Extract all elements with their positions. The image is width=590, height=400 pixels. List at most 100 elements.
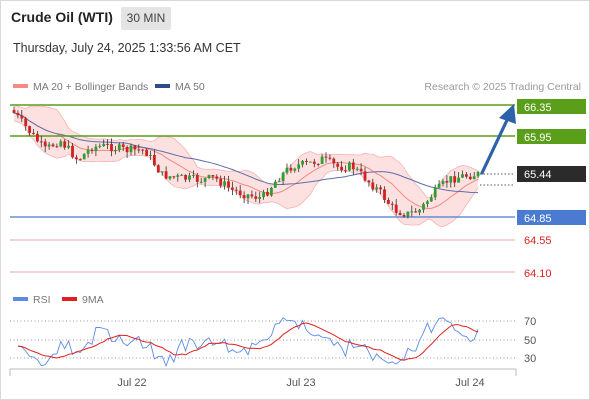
candle-body — [160, 171, 164, 173]
ma20-legend-swatch — [13, 84, 28, 88]
candle-body — [133, 145, 137, 150]
candle-body — [258, 197, 262, 199]
chart-legend: MA 20 + Bollinger Bands MA 50 Research ©… — [13, 81, 581, 93]
candle-body — [114, 149, 117, 152]
candle-body — [227, 181, 230, 188]
candle-body — [242, 195, 246, 199]
price-axis: 66.35 65.95 65.44 64.85 64.55 64.10 — [517, 99, 586, 280]
level-label-65-95: 65.95 — [524, 132, 552, 144]
candle-body — [449, 176, 453, 183]
candle-body — [312, 161, 316, 164]
interval-badge[interactable]: 30 MIN — [121, 7, 171, 30]
candle-body — [195, 174, 199, 182]
candle-body — [28, 126, 31, 133]
candle-body — [270, 187, 273, 196]
current-price-tag — [517, 166, 586, 182]
ma50-line — [13, 112, 479, 194]
rsi-ma-legend-label: 9MA — [82, 294, 104, 306]
candle-body — [234, 189, 238, 191]
x-tick-jul-24: Jul 24 — [455, 377, 484, 389]
x-tick-jul-22: Jul 22 — [117, 377, 146, 389]
candle-body — [344, 170, 347, 172]
candle-body — [250, 194, 254, 197]
rsi-label-50: 50 — [524, 335, 536, 347]
candle-body — [102, 143, 106, 147]
candle-body — [12, 110, 16, 113]
candle-body — [98, 146, 102, 148]
candle-body — [336, 163, 340, 167]
candle-body — [437, 183, 441, 188]
candle-body — [106, 143, 109, 145]
candle-body — [149, 154, 152, 156]
candle-body — [348, 162, 351, 171]
level-label-64-55: 64.55 — [524, 235, 552, 247]
candle-body — [141, 149, 145, 151]
candle-body — [238, 190, 242, 196]
rsi-label-70: 70 — [524, 316, 536, 328]
candle-body — [476, 171, 480, 177]
time-axis: Jul 22 Jul 23 Jul 24 — [9, 368, 517, 389]
candle-body — [418, 209, 421, 213]
level-tag-66-35 — [517, 99, 586, 114]
candle-body — [461, 174, 464, 178]
candle-body — [231, 187, 234, 190]
candle-body — [59, 141, 63, 147]
level-label-66-35: 66.35 — [524, 102, 552, 114]
level-tag-65-95 — [517, 129, 586, 144]
candle-body — [273, 181, 277, 188]
candle-body — [472, 176, 476, 180]
candle-body — [433, 187, 437, 198]
candle-body — [316, 163, 320, 165]
candle-body — [110, 143, 113, 152]
bollinger-upper — [13, 104, 479, 199]
candle-body — [78, 159, 82, 161]
candle-body — [277, 181, 281, 183]
candle-body — [453, 176, 457, 183]
current-price-label: 65.44 — [524, 169, 552, 181]
candle-body — [355, 168, 359, 170]
candle-body — [367, 180, 371, 183]
price-panel — [10, 104, 516, 273]
candle-body — [387, 199, 390, 204]
candle-body — [441, 180, 445, 184]
candle-body — [246, 194, 250, 199]
candle-body — [332, 158, 336, 164]
candle-body — [24, 118, 28, 127]
candle-body — [351, 162, 355, 170]
instrument-title: Crude Oil (WTI) — [11, 9, 113, 25]
x-tick-jul-23: Jul 23 — [286, 377, 315, 389]
candle-body — [465, 174, 468, 177]
candle-body — [20, 115, 24, 119]
candle-body — [67, 145, 70, 148]
level-label-64-85: 64.85 — [524, 213, 552, 225]
level-tag-64-85 — [517, 210, 586, 225]
candle-body — [457, 177, 460, 183]
ma50-legend-swatch — [155, 84, 170, 88]
candle-body — [211, 175, 215, 177]
candle-body — [117, 144, 121, 150]
candle-body — [94, 146, 98, 152]
candle-body — [266, 191, 269, 196]
attribution-text: Research © 2025 Trading Central — [424, 81, 581, 93]
candle-body — [297, 164, 301, 169]
candle-body — [324, 156, 328, 158]
candle-body — [394, 204, 398, 213]
candle-body — [75, 157, 78, 160]
candle-body — [293, 168, 297, 171]
candle-body — [301, 160, 304, 165]
candle-body — [82, 153, 86, 160]
candle-body — [55, 146, 59, 148]
candle-body — [145, 149, 148, 156]
candle-body — [137, 149, 141, 151]
candle-body — [192, 174, 195, 176]
candle-body — [254, 196, 258, 199]
timestamp-label: Thursday, July 24, 2025 1:33:56 AM CET — [13, 41, 241, 55]
candle-body — [188, 175, 191, 180]
candle-body — [429, 197, 433, 202]
candle-body — [445, 180, 449, 183]
candle-body — [51, 144, 55, 147]
candle-body — [153, 154, 156, 166]
candle-body — [71, 145, 74, 158]
rsi-panel: RSI 9MA 70 50 30 — [10, 294, 536, 368]
